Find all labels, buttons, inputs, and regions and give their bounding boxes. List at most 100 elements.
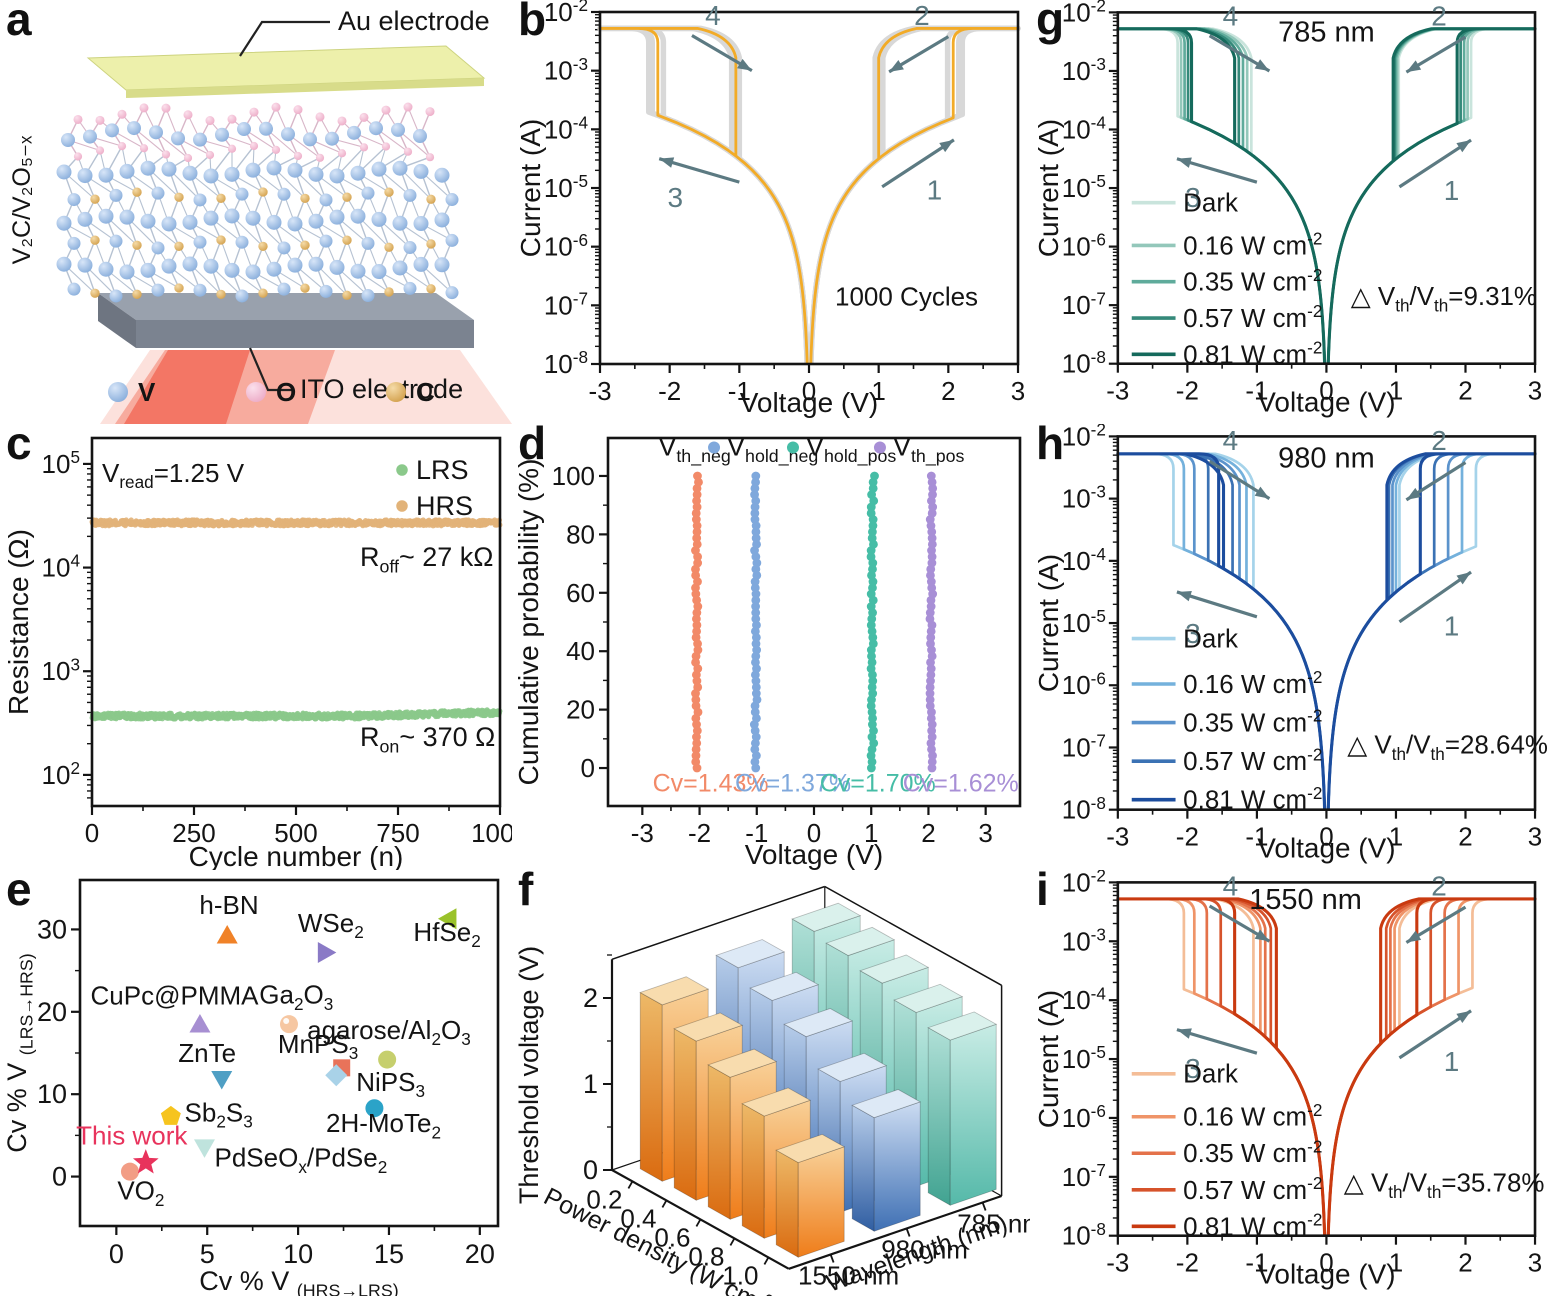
svg-text:785 nm: 785 nm — [957, 1209, 1030, 1239]
svg-text:1: 1 — [1444, 1046, 1460, 1077]
svg-text:Dark: Dark — [1183, 1061, 1238, 1089]
svg-text:10-4: 10-4 — [544, 112, 589, 144]
svg-text:0.4: 0.4 — [620, 1203, 656, 1233]
svg-text:Ga2O3: Ga2O3 — [259, 980, 333, 1014]
svg-text:0.35 W cm-2: 0.35 W cm-2 — [1183, 266, 1322, 297]
svg-text:Voltage (V): Voltage (V) — [740, 387, 879, 418]
svg-text:Voltage (V): Voltage (V) — [1257, 1259, 1395, 1290]
svg-text:2: 2 — [583, 983, 598, 1013]
svg-text:103: 103 — [42, 654, 80, 686]
svg-text:980 nm: 980 nm — [881, 1235, 968, 1265]
svg-text:0: 0 — [1319, 378, 1333, 406]
svg-text:0.81 W cm-2: 0.81 W cm-2 — [1183, 784, 1322, 815]
svg-text:2: 2 — [941, 376, 955, 406]
svg-text:1: 1 — [927, 175, 943, 206]
svg-text:0: 0 — [52, 1162, 67, 1192]
svg-text:0.16 W cm-2: 0.16 W cm-2 — [1183, 668, 1322, 699]
svg-text:10-6: 10-6 — [1062, 669, 1106, 700]
svg-text:3: 3 — [1528, 824, 1542, 852]
svg-text:Cv=1.62%: Cv=1.62% — [903, 769, 1019, 797]
svg-text:Vhold_neg: Vhold_neg — [727, 432, 818, 467]
svg-text:3: 3 — [667, 182, 683, 213]
svg-text:4: 4 — [705, 0, 721, 31]
svg-text:10-6: 10-6 — [544, 230, 588, 262]
svg-text:△ Vth/Vth=28.64%: △ Vth/Vth=28.64% — [1347, 732, 1547, 764]
svg-text:10-4: 10-4 — [1062, 984, 1107, 1015]
panel-i: i -3 -2 -1 0 1 2 3 10-8 10-7 10-6 10-5 10-4 10-3 10-2… — [1030, 863, 1547, 1296]
svg-text:Dark: Dark — [1183, 190, 1238, 218]
svg-text:3: 3 — [1528, 1250, 1542, 1278]
svg-text:agarose/Al2O3: agarose/Al2O3 — [307, 1015, 471, 1049]
svg-text:3: 3 — [1011, 376, 1025, 406]
svg-text:1: 1 — [1389, 378, 1403, 406]
svg-text:10-3: 10-3 — [544, 54, 588, 86]
svg-text:Current (A): Current (A) — [1033, 990, 1064, 1128]
svg-text:Cv % V (LRS→HRS): Cv % V (LRS→HRS) — [2, 953, 36, 1152]
panel-e: e 0 5 10 15 20 0 10 20 30 Cv % V (HRS→LRS) Cv % V … — [0, 863, 512, 1296]
svg-text:-3: -3 — [588, 376, 611, 406]
svg-text:0.16 W cm-2: 0.16 W cm-2 — [1183, 1101, 1322, 1132]
svg-text:Cv % V (HRS→LRS): Cv % V (HRS→LRS) — [199, 1266, 398, 1296]
svg-text:Wavelength (nm): Wavelength (nm) — [823, 1210, 1011, 1296]
cumulative-probability-chart: -3 -2 -1 0 1 2 3 0 20 40 60 80 100 Voltage (V) Cumulat… — [513, 432, 1022, 870]
svg-text:10-5: 10-5 — [544, 171, 588, 203]
svg-text:Resistance (Ω): Resistance (Ω) — [3, 529, 34, 715]
svg-text:-3: -3 — [1106, 824, 1129, 852]
svg-text:CuPc@PMMA: CuPc@PMMA — [91, 980, 260, 1010]
svg-text:0: 0 — [802, 376, 816, 406]
svg-text:20: 20 — [465, 1239, 495, 1269]
panel-letter-c: c — [6, 417, 32, 469]
svg-text:10-5: 10-5 — [1062, 607, 1106, 638]
panel-h: h -3 -2 -1 0 1 2 3 10-8 10-7 10-6 10-5 10-4 10-3 10-2… — [1030, 417, 1547, 870]
svg-text:1: 1 — [583, 1069, 598, 1099]
svg-text:3: 3 — [1528, 378, 1542, 406]
svg-text:Voltage (V): Voltage (V) — [1257, 833, 1395, 864]
svg-text:100: 100 — [552, 461, 595, 491]
svg-text:0: 0 — [581, 753, 595, 783]
svg-text:980 nm: 980 nm — [1278, 443, 1375, 475]
svg-text:-2: -2 — [688, 818, 711, 848]
svg-text:105: 105 — [42, 447, 80, 479]
svg-text:Au electrode: Au electrode — [338, 6, 490, 36]
svg-text:0.35 W cm-2: 0.35 W cm-2 — [1183, 707, 1322, 738]
svg-text:80: 80 — [566, 519, 595, 549]
svg-text:15: 15 — [374, 1239, 404, 1269]
panel-letter-f: f — [518, 863, 534, 915]
svg-text:Cv=1.37%: Cv=1.37% — [735, 769, 851, 797]
svg-text:1000: 1000 — [471, 818, 512, 848]
svg-text:10-7: 10-7 — [1062, 289, 1106, 320]
svg-text:2: 2 — [921, 818, 935, 848]
panel-letter-d: d — [518, 417, 547, 469]
svg-text:10-3: 10-3 — [1062, 55, 1106, 86]
panel-d: d -3 -2 -1 0 1 2 3 0 20 40 60 80 100 Voltage (V) Cumul… — [512, 417, 1030, 870]
iv-785nm-chart: -3 -2 -1 0 1 2 3 10-8 10-7 10-6 10-5 10-4 10-3 10-2 Vo… — [1033, 0, 1542, 418]
svg-text:△ Vth/Vth=9.31%: △ Vth/Vth=9.31% — [1351, 283, 1537, 315]
svg-text:1550 nm: 1550 nm — [1249, 884, 1362, 916]
svg-text:Ron~ 370 Ω: Ron~ 370 Ω — [360, 722, 495, 756]
svg-text:10-6: 10-6 — [1062, 231, 1106, 262]
panel-letter-e: e — [6, 863, 32, 915]
svg-text:Roff~ 27 kΩ: Roff~ 27 kΩ — [360, 542, 493, 576]
svg-text:0.8: 0.8 — [688, 1241, 724, 1271]
svg-text:3: 3 — [978, 818, 992, 848]
panel-b: b -3 -2 -1 0 1 2 3 10-8 10-7 10-6 10-5 10-4 10-3 10-2… — [512, 0, 1030, 424]
svg-text:2: 2 — [1431, 0, 1447, 31]
svg-text:O: O — [276, 377, 296, 407]
svg-text:750: 750 — [376, 818, 419, 848]
svg-text:1: 1 — [1444, 610, 1460, 641]
svg-text:-2: -2 — [1176, 1250, 1199, 1278]
svg-text:104: 104 — [42, 551, 81, 583]
svg-text:0.81 W cm-2: 0.81 W cm-2 — [1183, 1210, 1322, 1241]
svg-text:Cv=1.70%: Cv=1.70% — [820, 769, 936, 797]
svg-text:Dark: Dark — [1183, 626, 1238, 654]
svg-text:10: 10 — [37, 1079, 67, 1109]
svg-text:PdSeOx/PdSe2: PdSeOx/PdSe2 — [214, 1143, 387, 1177]
svg-text:10-8: 10-8 — [1062, 1220, 1106, 1251]
svg-text:Current (A): Current (A) — [515, 119, 546, 257]
svg-text:V: V — [138, 377, 156, 407]
svg-text:2: 2 — [1458, 824, 1472, 852]
svg-text:4: 4 — [1223, 870, 1239, 901]
svg-text:-1: -1 — [745, 818, 768, 848]
svg-text:-1: -1 — [1245, 824, 1268, 852]
